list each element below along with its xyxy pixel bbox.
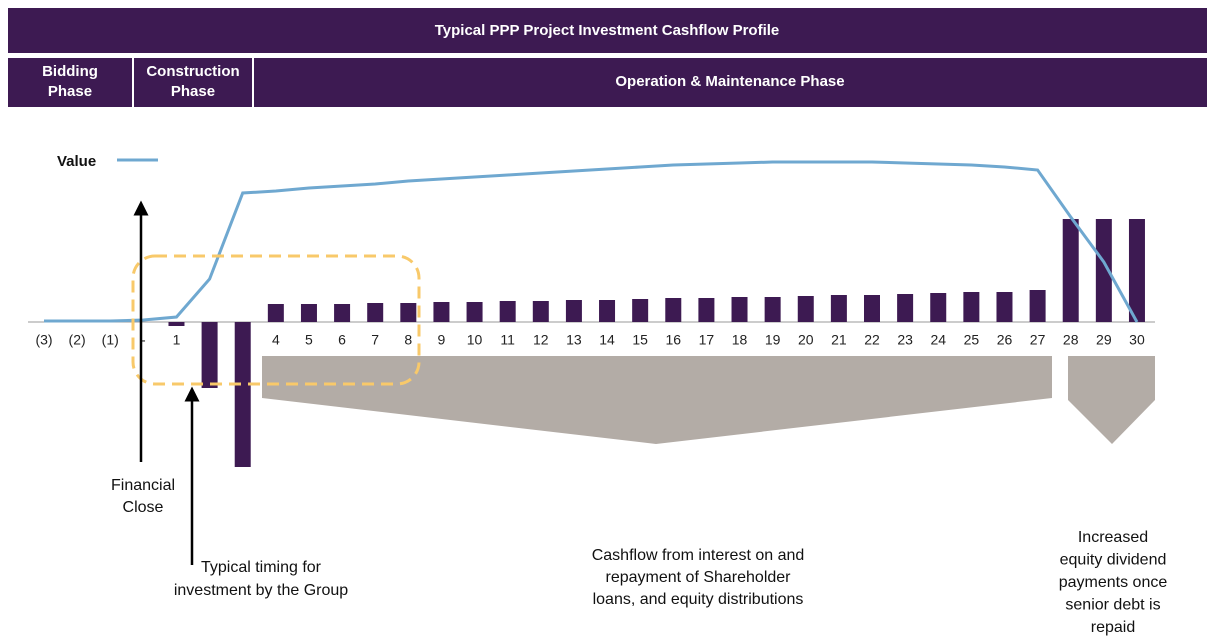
bar <box>996 292 1013 322</box>
x-tick-label: 15 <box>632 332 648 348</box>
bar <box>300 304 317 322</box>
legend-label: Value <box>57 153 96 170</box>
bar <box>1128 219 1145 322</box>
x-tick-label: 14 <box>599 332 615 348</box>
x-tick-label: 12 <box>533 332 549 348</box>
title-band <box>8 8 1207 53</box>
cashflow-shape <box>262 356 1052 444</box>
annotation: payments once <box>1059 574 1168 591</box>
phase-band <box>8 58 132 107</box>
annotation: repaid <box>1091 619 1135 636</box>
bar <box>897 294 914 322</box>
bar <box>532 301 549 322</box>
x-tick-label: 27 <box>1030 332 1046 348</box>
x-tick-label: (1) <box>102 332 119 348</box>
x-tick-label: (3) <box>35 332 52 348</box>
x-tick-label: 29 <box>1096 332 1112 348</box>
x-tick-label: 16 <box>665 332 681 348</box>
bar <box>963 292 980 322</box>
bar <box>698 298 715 322</box>
phase-label: Phase <box>48 83 92 100</box>
x-tick-label: 13 <box>566 332 582 348</box>
annotation: repayment of Shareholder <box>606 569 792 586</box>
x-tick-label: 24 <box>930 332 946 348</box>
x-tick-label: 19 <box>765 332 781 348</box>
x-tick-label: 8 <box>404 332 412 348</box>
bar <box>367 303 384 322</box>
x-tick-label: 11 <box>500 332 515 348</box>
x-tick-label: 23 <box>897 332 913 348</box>
bar <box>168 322 185 326</box>
annotation: Typical timing for <box>201 559 322 576</box>
bar <box>267 304 284 322</box>
x-tick-label: 25 <box>964 332 980 348</box>
x-tick-label: (2) <box>69 332 86 348</box>
annotation: Close <box>123 499 164 516</box>
annotation: senior debt is <box>1065 597 1160 614</box>
x-tick-label: 30 <box>1129 332 1145 348</box>
x-tick-label: 21 <box>831 332 847 348</box>
x-tick-label: 18 <box>732 332 748 348</box>
bar <box>1062 219 1079 322</box>
bar <box>632 299 649 322</box>
bar <box>764 297 781 322</box>
x-tick-label: 28 <box>1063 332 1079 348</box>
bar <box>334 304 351 322</box>
bar <box>201 322 218 388</box>
x-tick-label: 5 <box>305 332 313 348</box>
annotation: Cashflow from interest on and <box>592 547 805 564</box>
phase-label: Operation & Maintenance Phase <box>615 73 844 90</box>
x-tick-label: 9 <box>438 332 446 348</box>
annotation: Increased <box>1078 529 1148 546</box>
value-line <box>44 160 1139 323</box>
x-tick-label: 10 <box>467 332 483 348</box>
phase-band <box>254 58 1207 107</box>
x-tick-label: 7 <box>371 332 379 348</box>
highlight-box <box>131 254 421 386</box>
annotation: loans, and equity distributions <box>593 591 804 608</box>
bar <box>797 296 814 322</box>
bar <box>665 298 682 322</box>
bar <box>930 293 947 322</box>
bar <box>234 322 251 467</box>
x-tick-label: 22 <box>864 332 880 348</box>
bar <box>565 300 582 322</box>
bar <box>1095 219 1112 322</box>
phase-label: Bidding <box>42 63 98 80</box>
bar <box>599 300 616 322</box>
bar <box>433 302 450 322</box>
phase-band <box>134 58 252 107</box>
phase-label: Phase <box>171 83 215 100</box>
bar <box>400 303 417 322</box>
x-tick-label: 4 <box>272 332 280 348</box>
x-tick-label: 1 <box>173 332 181 348</box>
bar <box>466 302 483 322</box>
phase-label: Construction <box>146 63 239 80</box>
x-tick-label: 20 <box>798 332 814 348</box>
x-tick-label: - <box>141 332 146 348</box>
bar <box>864 295 880 322</box>
annotation: equity dividend <box>1060 552 1167 569</box>
x-tick-label: 26 <box>997 332 1013 348</box>
annotation: investment by the Group <box>174 582 348 599</box>
bar <box>830 295 847 322</box>
bar <box>1029 290 1046 322</box>
bar <box>499 301 516 322</box>
x-tick-label: 6 <box>338 332 346 348</box>
annotation: Financial <box>111 477 175 494</box>
bar <box>731 297 748 322</box>
dividend-shape <box>1068 356 1155 444</box>
x-tick-label: 17 <box>699 332 715 348</box>
chart-title: Typical PPP Project Investment Cashflow … <box>435 22 780 39</box>
